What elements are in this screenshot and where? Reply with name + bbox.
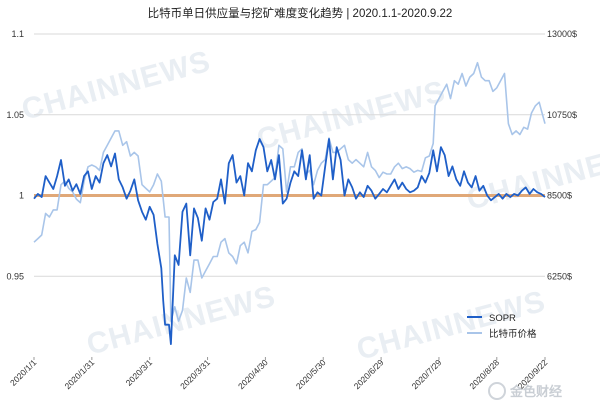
y-left-tick-label: 1 [19, 191, 24, 201]
logo-icon [488, 382, 506, 400]
y-right-tick-label: 13000$ [547, 29, 577, 39]
series-line-sopr [33, 138, 546, 346]
legend-price-label: 比特币价格 [489, 328, 537, 340]
series [33, 61, 546, 346]
logo-text: 金色财经 [509, 384, 562, 399]
source-logo: 金色财经 [488, 382, 562, 400]
legend-sopr-label: SOPR [489, 313, 516, 324]
y-left-tick-label: 0.95 [6, 271, 24, 281]
series-line-price [33, 61, 546, 322]
y-right-tick-label: 10750$ [547, 110, 577, 120]
y-left-tick-label: 1.05 [6, 110, 24, 120]
gridlines [33, 33, 546, 360]
legend: SOPR 比特币价格 [467, 313, 537, 340]
y-right-tick-label: 6250$ [547, 271, 572, 281]
y-left-tick-label: 1.1 [11, 29, 24, 39]
y-right-tick-label: 8500$ [547, 191, 572, 201]
chart-title: 比特币单日供应量与挖矿难度变化趋势 | 2020.1.1-2020.9.22 [148, 6, 453, 20]
